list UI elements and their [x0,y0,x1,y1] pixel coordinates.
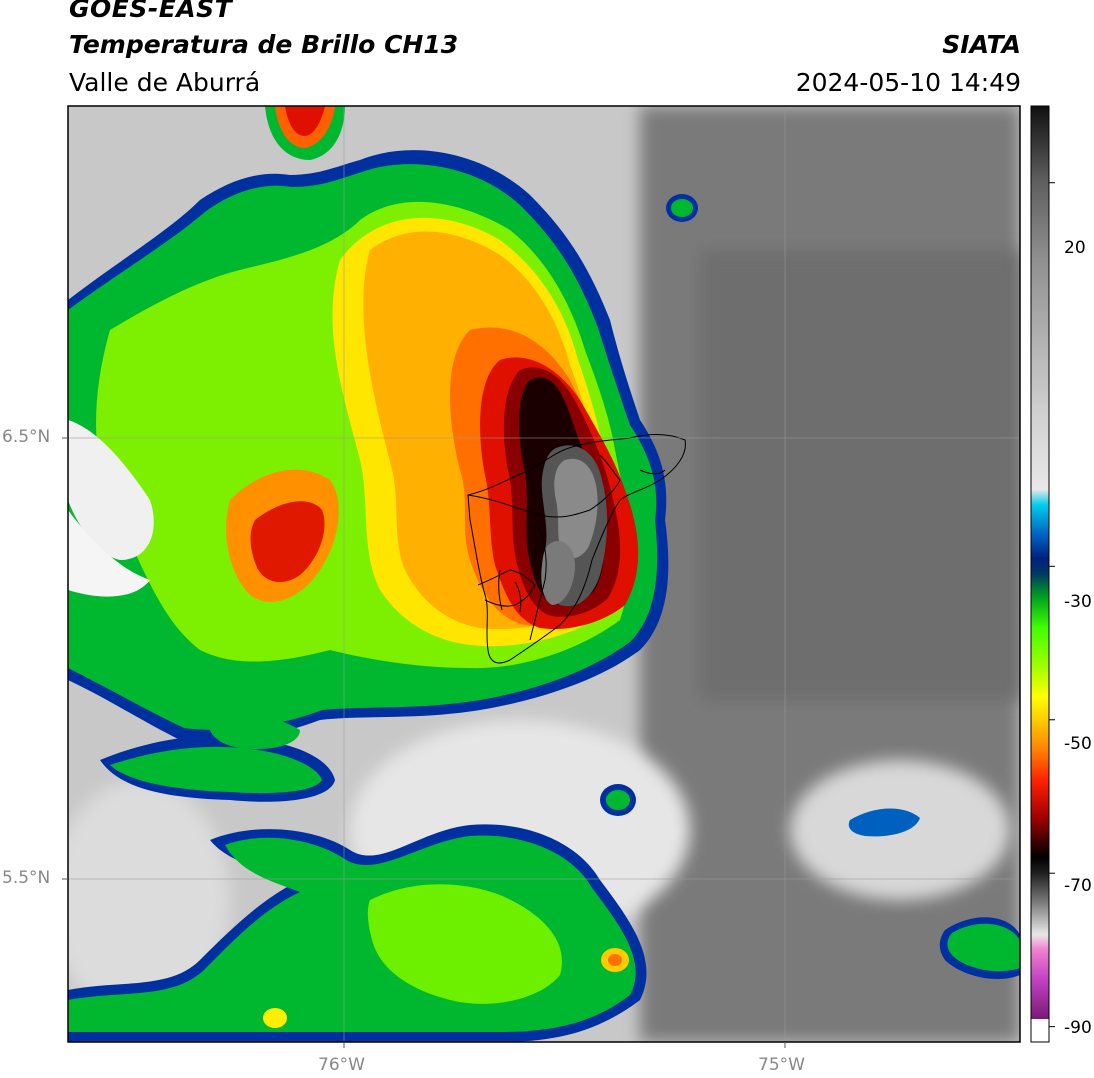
satellite-image-layer [68,106,1020,1042]
institution-label: SIATA [942,30,1021,59]
colorbar-tick-minus90: -90 [1064,1018,1092,1038]
colorbar-tick-20: 20 [1064,238,1086,258]
datetime-label: 2024-05-10 14:49 [795,68,1021,97]
map-frame [67,105,1021,1043]
product-title: Temperatura de Brillo CH13 [69,30,459,59]
colorbar-tick-minus50: -50 [1064,734,1092,754]
municipal-boundaries [467,434,686,664]
colorbar-tick-minus30: -30 [1064,592,1092,612]
graticule [68,106,1020,1042]
lat-label-6-5: 6.5°N [2,427,51,447]
colorbar-tick-minus70: -70 [1064,876,1092,896]
main-storm-cloud [68,106,669,802]
lon-label-75w: 75°W [758,1055,805,1075]
lon-label-76w: 76°W [318,1055,365,1075]
lat-label-5-5: 5.5°N [2,868,51,888]
satellite-title: GOES-EAST [69,0,233,23]
colorbar-frame [1030,105,1050,1043]
colorbar-gradient [1031,106,1049,1042]
colorbar [1030,105,1055,1043]
region-subtitle: Valle de Aburrá [69,68,261,97]
